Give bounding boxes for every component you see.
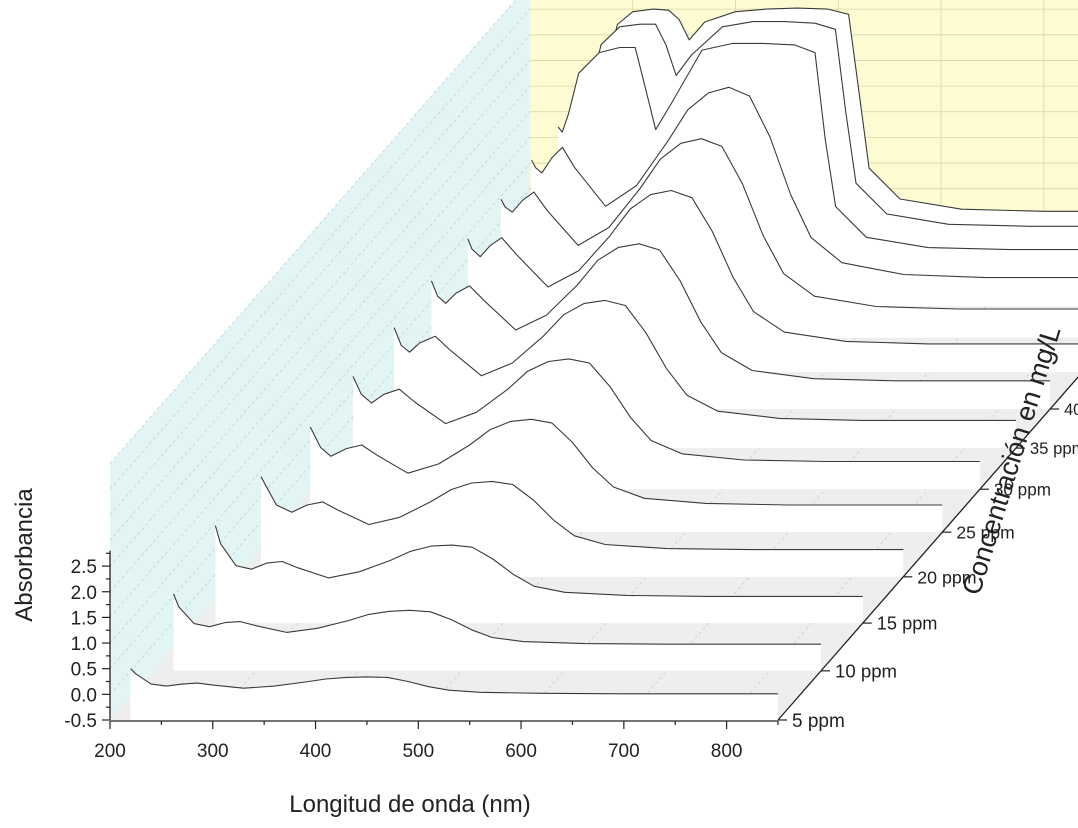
- side-grid-line: [109, 162, 531, 644]
- z-tick-label: 10 ppm: [835, 661, 897, 682]
- x-axis-title: Longitud de onda (nm): [289, 791, 531, 818]
- side-grid-line: [109, 34, 531, 516]
- side-grid-line: [109, 0, 517, 464]
- z-tick-label: 30 ppm: [994, 480, 1051, 499]
- x-tick-label: 800: [711, 741, 743, 762]
- z-tick-label: 20 ppm: [917, 567, 976, 587]
- axes: 200 300 400 500 600 700 800 -0.5 0.0 0.5 1.0 1.5 2.0…: [64, 376, 1078, 762]
- y-tick-label: 0.0: [71, 685, 97, 706]
- series-line: [393, 299, 1016, 421]
- series-fill: [215, 525, 863, 624]
- series-fill: [173, 593, 822, 671]
- x-tick-label: 400: [300, 741, 332, 762]
- z-axis-line: [777, 376, 1078, 721]
- series-line: [430, 243, 1051, 382]
- z-tick-label: 35 ppm: [1030, 439, 1078, 458]
- side-grid-line: [109, 8, 531, 490]
- x-tick-label: 500: [402, 741, 434, 762]
- x-tick-label: 600: [505, 741, 537, 762]
- series-line: [130, 668, 778, 695]
- z-tick-label: 40 ppm: [1064, 401, 1078, 419]
- side-grid-line: [109, 85, 531, 567]
- side-grid-line: [109, 60, 531, 541]
- z-tick-label: 15 ppm: [877, 614, 938, 634]
- y-tick-label: 1.0: [71, 634, 97, 655]
- y-tick-label: 0.5: [71, 660, 97, 681]
- spectra-series: [130, 7, 1078, 720]
- series-line: [596, 7, 1078, 212]
- series-line: [580, 21, 1078, 227]
- series-line: [531, 86, 1078, 279]
- y-axis-title: Absorbancia: [11, 488, 38, 622]
- series-line: [309, 418, 943, 506]
- series-line: [260, 476, 904, 551]
- z-tick-label: 5 ppm: [792, 711, 845, 732]
- series-line: [214, 525, 863, 597]
- x-tick-label: 300: [197, 741, 229, 762]
- y-tick-label: 1.5: [71, 608, 97, 629]
- series-line: [467, 189, 1078, 345]
- y-tick-label: -0.5: [64, 711, 97, 732]
- series-line: [500, 138, 1078, 310]
- series-fill: [130, 668, 779, 720]
- x-tick-label: 200: [94, 741, 126, 762]
- z-tick-label: 25 ppm: [956, 522, 1014, 542]
- series-line: [173, 593, 821, 645]
- y-tick-label: 2.0: [71, 583, 97, 604]
- x-tick-label: 700: [608, 741, 640, 762]
- series-line: [557, 42, 1078, 251]
- side-grid-line: [109, 188, 531, 669]
- side-wall: [110, 0, 530, 720]
- side-grid-line: [109, 111, 531, 593]
- series-line: [352, 358, 980, 463]
- y-tick-label: 2.5: [71, 557, 97, 578]
- side-grid-line: [109, 137, 531, 618]
